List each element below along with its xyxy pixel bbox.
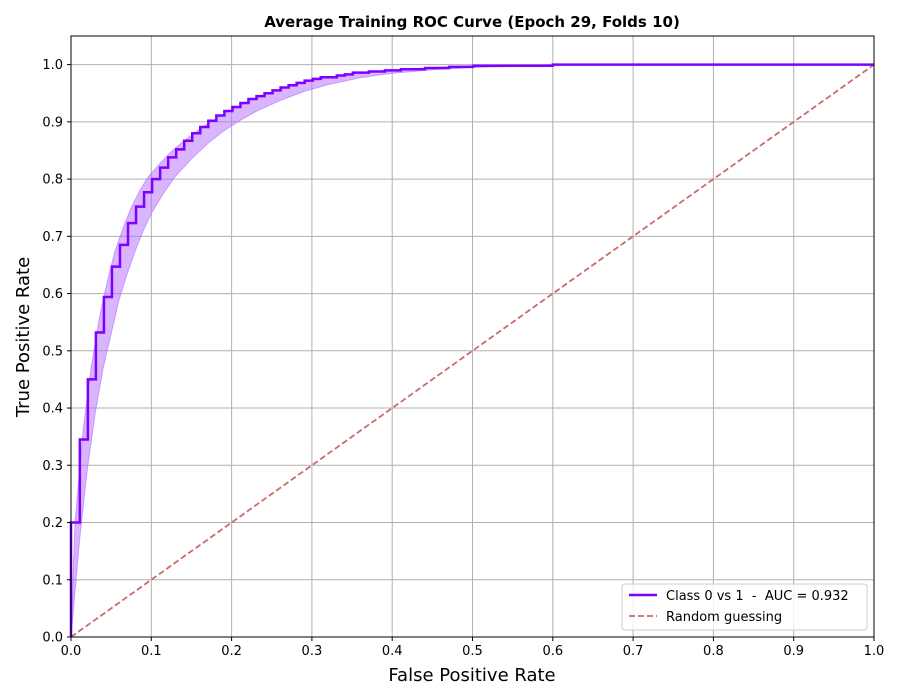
grid <box>70 36 875 638</box>
x-tick-label: 0.5 <box>462 644 483 659</box>
y-tick-label: 0.0 <box>42 631 63 646</box>
series-lines <box>69 63 875 638</box>
y-tick-label: 0.5 <box>42 344 63 359</box>
y-tick-label: 0.3 <box>42 459 63 474</box>
legend-label-random: Random guessing <box>666 610 782 625</box>
roc-curve-line <box>69 63 874 637</box>
y-tick-label: 0.6 <box>42 287 63 302</box>
legend: Class 0 vs 1 - AUC = 0.932 Random guessi… <box>621 583 868 631</box>
x-tick-label: 0.8 <box>703 644 724 659</box>
x-tick-label: 0.9 <box>783 644 804 659</box>
y-axis-label: True Positive Rate <box>13 257 34 418</box>
x-tick-label: 0.3 <box>302 644 323 659</box>
y-tick-label: 0.1 <box>42 573 63 588</box>
x-tick-label: 0.6 <box>542 644 563 659</box>
x-tick-label: 0.2 <box>221 644 242 659</box>
x-tick-label: 0.1 <box>141 644 162 659</box>
x-tick-label: 0.7 <box>623 644 644 659</box>
x-tick-label: 0.4 <box>382 644 403 659</box>
y-tick-label: 0.7 <box>42 230 63 245</box>
x-tick-label: 0.0 <box>61 644 82 659</box>
y-tick-label: 0.9 <box>42 115 63 130</box>
y-tick-label: 1.0 <box>42 58 63 73</box>
random-guessing-line <box>70 63 875 638</box>
y-tick-label: 0.2 <box>42 516 63 531</box>
legend-box <box>621 583 868 631</box>
x-tick-label: 1.0 <box>864 644 885 659</box>
x-axis-label: False Positive Rate <box>388 665 555 686</box>
axis-ticks: 0.0 0.1 0.2 0.3 0.4 0.5 0.6 0.7 0.8 0.9 1.0 0.0 0.1 0… <box>42 58 884 659</box>
chart-title: Average Training ROC Curve (Epoch 29, Fo… <box>264 13 680 31</box>
legend-label-curve: Class 0 vs 1 - AUC = 0.932 <box>666 589 849 604</box>
y-tick-label: 0.8 <box>42 173 63 188</box>
y-tick-label: 0.4 <box>42 402 63 417</box>
